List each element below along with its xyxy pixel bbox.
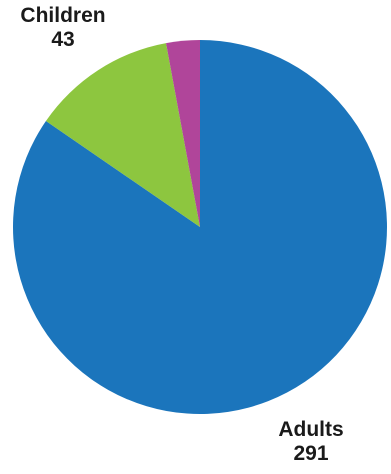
label-children: Children 43 [4,4,122,52]
label-children-name: Children [20,4,106,27]
pie-slice-children [45,43,201,227]
pie-slice-other [166,40,200,227]
label-adults-name: Adults [278,418,344,441]
label-adults: Adults 291 [252,418,370,466]
label-adults-value: 291 [293,442,329,466]
label-children-value: 43 [51,28,75,52]
